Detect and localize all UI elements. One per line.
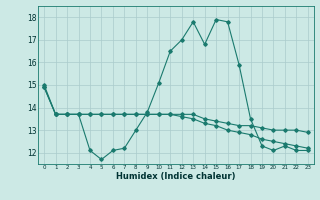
X-axis label: Humidex (Indice chaleur): Humidex (Indice chaleur) (116, 172, 236, 181)
